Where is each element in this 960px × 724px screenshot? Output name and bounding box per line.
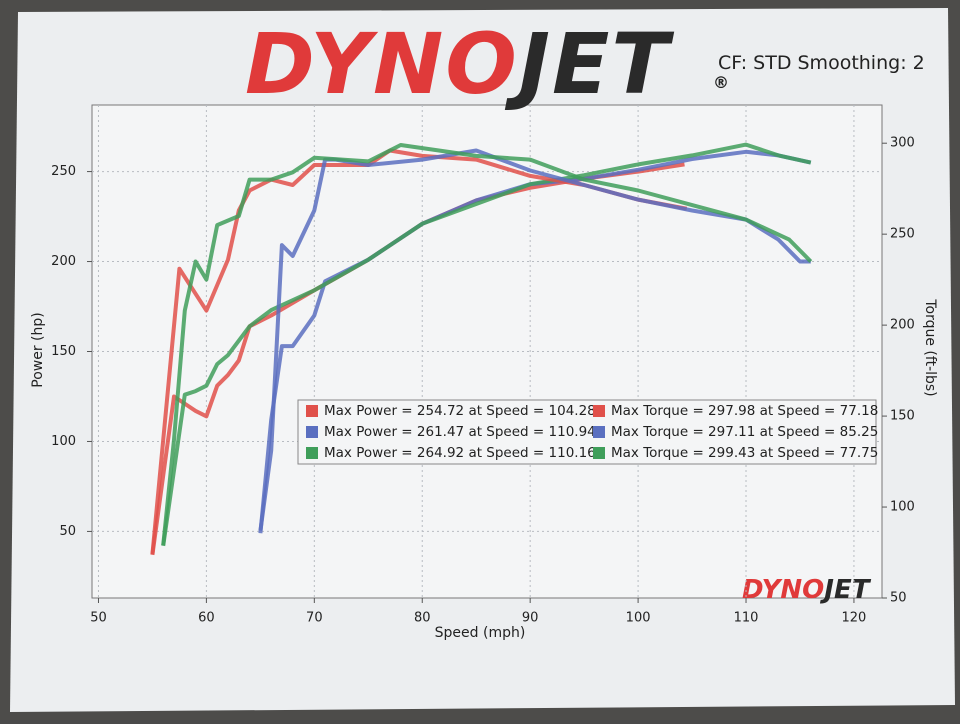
legend-swatch bbox=[306, 405, 318, 417]
x-tick-label: 120 bbox=[842, 611, 867, 626]
legend-swatch bbox=[593, 447, 605, 459]
legend-label: Max Power = 261.47 at Speed = 110.94 bbox=[324, 424, 596, 440]
y-tick-label: 100 bbox=[51, 434, 76, 449]
series-line bbox=[161, 142, 812, 547]
legend-label: Max Power = 264.92 at Speed = 110.16 bbox=[324, 445, 596, 461]
logo-mark: ® bbox=[713, 73, 729, 92]
legend-label: Max Torque = 297.98 at Speed = 77.18 bbox=[611, 403, 878, 419]
y2-tick-label: 300 bbox=[890, 136, 915, 151]
watermark: DYNOJET bbox=[742, 575, 872, 605]
y2-tick-label: 150 bbox=[890, 409, 915, 424]
legend-swatch bbox=[306, 447, 318, 459]
watermark-dark: JET bbox=[819, 575, 871, 605]
legend-swatch bbox=[306, 426, 318, 438]
legend-swatch bbox=[593, 426, 605, 438]
series-line bbox=[161, 143, 813, 546]
lines bbox=[150, 142, 813, 556]
y2-tick-label: 200 bbox=[890, 318, 915, 333]
x-tick-label: 50 bbox=[90, 611, 107, 626]
legend-label: Max Torque = 299.43 at Speed = 77.75 bbox=[611, 445, 878, 461]
logo: DYNOJET bbox=[245, 15, 674, 113]
y-tick-label: 200 bbox=[51, 254, 76, 269]
legend-label: Max Torque = 297.11 at Speed = 85.25 bbox=[611, 424, 878, 440]
logo-red: DYNO bbox=[245, 15, 519, 113]
y-axis-label: Power (hp) bbox=[30, 312, 46, 387]
series-line bbox=[150, 162, 685, 556]
series-line bbox=[150, 148, 688, 555]
x-tick-label: 60 bbox=[198, 611, 215, 626]
y2-tick-label: 50 bbox=[890, 591, 907, 606]
x-tick-label: 110 bbox=[734, 611, 759, 626]
watermark-red: DYNO bbox=[742, 575, 824, 605]
y-tick-label: 250 bbox=[51, 164, 76, 179]
subtitle: CF: STD Smoothing: 2 bbox=[718, 52, 925, 74]
x-tick-label: 100 bbox=[626, 611, 651, 626]
legend bbox=[297, 399, 877, 465]
x-tick-label: 90 bbox=[522, 611, 539, 626]
y-tick-label: 50 bbox=[59, 524, 76, 539]
legend-label: Max Power = 254.72 at Speed = 104.28 bbox=[324, 403, 596, 419]
x-tick-label: 80 bbox=[414, 611, 431, 626]
y2-tick-label: 250 bbox=[890, 227, 915, 242]
x-tick-label: 70 bbox=[306, 611, 323, 626]
x-axis-label: Speed (mph) bbox=[435, 625, 526, 641]
logo-dark: JET bbox=[505, 15, 675, 113]
y2-axis-label: Torque (ft-lbs) bbox=[922, 298, 938, 396]
y-tick-label: 150 bbox=[51, 344, 76, 359]
legend-swatch bbox=[593, 405, 605, 417]
y2-tick-label: 100 bbox=[890, 500, 915, 515]
